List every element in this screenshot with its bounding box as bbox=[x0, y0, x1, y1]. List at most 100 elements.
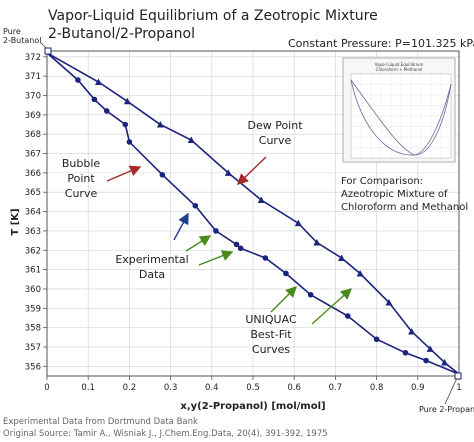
bubble-data-point bbox=[373, 336, 380, 343]
bubble-data-point bbox=[75, 77, 81, 83]
dew-data-point bbox=[408, 328, 416, 335]
bubble-data-point bbox=[402, 349, 409, 356]
experimental-line2: Data bbox=[139, 268, 165, 281]
bubble-point-line2: Point bbox=[67, 172, 95, 185]
dew-data-point bbox=[156, 121, 164, 128]
x-tick-label: 0.7 bbox=[329, 383, 343, 393]
dew-data-point bbox=[426, 345, 434, 352]
dew-point-curve bbox=[46, 52, 460, 375]
dew-data-point bbox=[123, 97, 131, 105]
x-tick-label: 0.5 bbox=[246, 383, 260, 393]
experimental-arrow-green-1 bbox=[185, 235, 212, 252]
bubble-data-point bbox=[192, 202, 199, 209]
dew-point-line1: Dew Point bbox=[247, 119, 303, 132]
y-tick-label: 363 bbox=[25, 227, 41, 237]
y-tick-label: 361 bbox=[25, 266, 41, 276]
dew-data-point bbox=[385, 298, 393, 306]
inset-bubble-curve bbox=[350, 79, 452, 156]
experimental-line1: Experimental bbox=[115, 253, 188, 266]
x-tick-label: 1 bbox=[456, 383, 461, 393]
experimental-label: Experimental Data bbox=[115, 253, 188, 281]
comparison-line3: Chloroform and Methanol bbox=[341, 202, 468, 213]
pure-butanol-marker bbox=[44, 47, 52, 55]
dew-data-point bbox=[441, 358, 449, 366]
bubble-data-point bbox=[213, 228, 219, 234]
bubble-data-point bbox=[103, 108, 110, 114]
x-tick-label: 0.1 bbox=[81, 383, 95, 393]
uniquac-line2: Best-Fit bbox=[250, 328, 292, 341]
bubble-data-point bbox=[423, 357, 429, 364]
y-tick-label: 368 bbox=[25, 130, 41, 140]
experimental-arrow-green-2 bbox=[198, 250, 234, 266]
x-tick-label: 0.4 bbox=[205, 383, 219, 393]
uniquac-arrow-1 bbox=[270, 286, 297, 313]
y-ticks: 356 357 358 359 360 361 362 363 364 365 366 367 368 3… bbox=[25, 53, 47, 372]
x-axis-label: x,y(2-Propanol) [mol/mol] bbox=[180, 401, 325, 412]
y-tick-label: 365 bbox=[25, 188, 41, 198]
pure-propanol-pointer bbox=[444, 377, 458, 405]
bubble-data-point bbox=[233, 241, 240, 248]
dew-data-point bbox=[257, 196, 265, 203]
bubble-data-point bbox=[237, 245, 244, 252]
pure-propanol-label: Pure 2-Propanol bbox=[419, 405, 474, 414]
x-ticks: 0 0.1 0.2 0.3 0.4 0.5 0.6 0.7 0.8 0.9 1 bbox=[44, 376, 462, 393]
pure-butanol-line1: Pure bbox=[3, 27, 21, 36]
chart-subtitle: 2-Butanol/2-Propanol bbox=[48, 26, 195, 42]
y-tick-label: 369 bbox=[25, 111, 41, 121]
x-tick-label: 0.8 bbox=[370, 383, 384, 393]
y-tick-label: 356 bbox=[25, 362, 41, 372]
uniquac-label: UNIQUAC Best-Fit Curves bbox=[245, 313, 297, 356]
y-tick-label: 358 bbox=[25, 324, 41, 334]
comparison-line1: For Comparison: bbox=[341, 176, 423, 187]
bubble-data-point bbox=[344, 313, 351, 319]
experimental-arrow-blue bbox=[173, 212, 189, 241]
uniquac-line3: Curves bbox=[252, 343, 290, 356]
y-tick-label: 362 bbox=[25, 246, 41, 256]
dew-data-point bbox=[224, 169, 232, 176]
bubble-point-line3: Curve bbox=[65, 187, 98, 200]
y-tick-label: 359 bbox=[25, 304, 41, 314]
x-tick-label: 0.9 bbox=[411, 383, 425, 393]
dew-data-point bbox=[338, 254, 346, 261]
y-tick-label: 357 bbox=[25, 343, 41, 353]
dew-data-point bbox=[294, 219, 302, 227]
bubble-data-point bbox=[122, 121, 129, 128]
pure-propanol-marker bbox=[454, 372, 462, 380]
dew-point-arrow bbox=[236, 156, 267, 185]
y-tick-label: 360 bbox=[25, 285, 41, 295]
inset-subtitle: Chloroform + Methanol bbox=[376, 67, 423, 72]
footer-line2: Original Source: Tamir A., Wisniak J., J… bbox=[3, 429, 328, 439]
x-tick-label: 0 bbox=[44, 383, 49, 393]
condition-label: Constant Pressure: P=101.325 kPa bbox=[288, 37, 474, 50]
bubble-data-point bbox=[126, 139, 133, 145]
uniquac-arrow-2 bbox=[311, 288, 353, 325]
dew-point-line2: Curve bbox=[259, 134, 292, 147]
pure-butanol-label: Pure 2-Butanol bbox=[3, 27, 41, 45]
chart-title: Vapor-Liquid Equilibrium of a Zeotropic … bbox=[48, 8, 378, 24]
bubble-point-arrow bbox=[106, 165, 142, 182]
x-tick-label: 0.6 bbox=[287, 383, 301, 393]
uniquac-line1: UNIQUAC bbox=[245, 313, 297, 326]
inset-azeotrope-thumbnail: Vapor-Liquid Equilibrium Chloroform + Me… bbox=[342, 57, 456, 163]
comparison-line2: Azeotropic Mixture of bbox=[341, 189, 448, 200]
y-tick-label: 367 bbox=[25, 150, 41, 160]
pure-butanol-line2: 2-Butanol bbox=[3, 36, 41, 45]
x-tick-label: 0.2 bbox=[123, 383, 137, 393]
footer-line1: Experimental Data from Dortmund Data Ban… bbox=[3, 417, 198, 427]
bubble-point-line1: Bubble bbox=[62, 157, 101, 170]
bubble-data-point bbox=[307, 291, 314, 298]
dew-data-point bbox=[356, 269, 364, 277]
inset-title: Vapor-Liquid Equilibrium bbox=[375, 62, 424, 67]
bubble-data-point bbox=[159, 172, 166, 178]
dew-data-point bbox=[313, 239, 321, 246]
bubble-data-point bbox=[262, 255, 269, 261]
bubble-point-label: Bubble Point Curve bbox=[62, 157, 101, 200]
y-axis-label: T [K] bbox=[10, 208, 21, 235]
bubble-data-point bbox=[283, 270, 289, 277]
y-tick-label: 366 bbox=[25, 169, 41, 179]
dew-point-label: Dew Point Curve bbox=[247, 119, 303, 147]
y-tick-label: 364 bbox=[25, 208, 41, 218]
dew-data-point bbox=[187, 136, 195, 143]
dew-data-point bbox=[95, 78, 102, 85]
